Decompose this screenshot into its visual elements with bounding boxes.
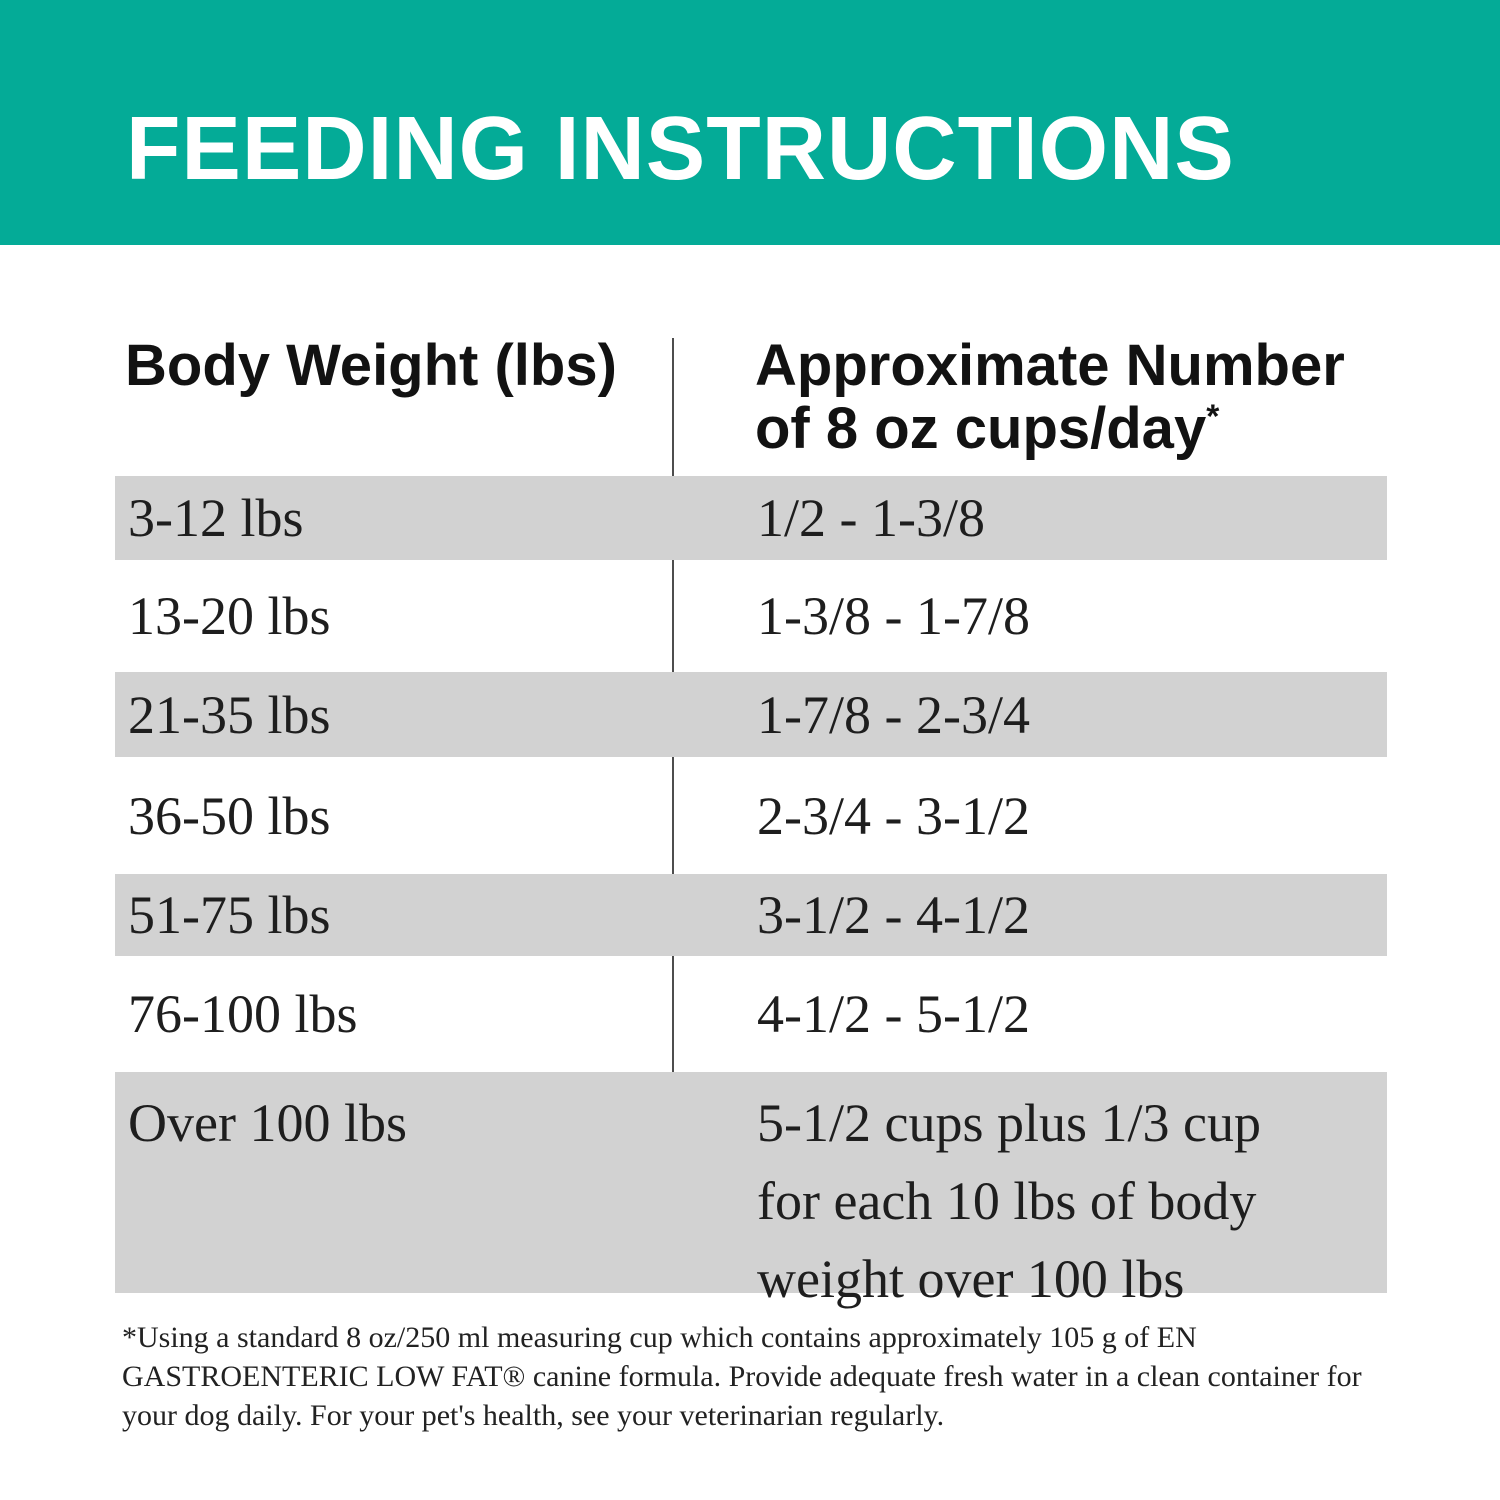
- body-weight-cell: 76-100 lbs: [128, 984, 358, 1044]
- table-row: 76-100 lbs 4-1/2 - 5-1/2: [115, 956, 1387, 1072]
- column-header-cups-line2: of 8 oz cups/day: [755, 396, 1207, 461]
- footnote-asterisk: *: [1206, 398, 1220, 436]
- footnote-text: *Using a standard 8 oz/250 ml measuring …: [122, 1321, 1362, 1432]
- cups-per-day-cell: 1-7/8 - 2-3/4: [757, 684, 1030, 745]
- table-row: 3-12 lbs 1/2 - 1-3/8: [115, 476, 1387, 560]
- table-row: Over 100 lbs 5-1/2 cups plus 1/3 cup for…: [115, 1072, 1387, 1309]
- cups-per-day-cell: 4-1/2 - 5-1/2: [757, 984, 1030, 1044]
- column-header-cups-line1: Approximate Number: [755, 333, 1345, 398]
- header-banner: FEEDING INSTRUCTIONS: [0, 0, 1500, 245]
- body-weight-cell: Over 100 lbs: [128, 1093, 407, 1153]
- cups-per-day-cell: 3-1/2 - 4-1/2: [757, 885, 1030, 945]
- table-row: 36-50 lbs 2-3/4 - 3-1/2: [115, 757, 1387, 874]
- column-header-cups-per-day: Approximate Number of 8 oz cups/day*: [755, 334, 1395, 460]
- feeding-table: 3-12 lbs 1/2 - 1-3/8 13-20 lbs 1-3/8 - 1…: [115, 476, 1387, 1309]
- cups-per-day-cell: 1/2 - 1-3/8: [757, 488, 985, 548]
- cups-per-day-cell: 5-1/2 cups plus 1/3 cup for each 10 lbs …: [757, 1093, 1261, 1309]
- cups-per-day-cell: 2-3/4 - 3-1/2: [757, 785, 1030, 846]
- body-weight-cell: 3-12 lbs: [128, 488, 304, 548]
- table-row: 51-75 lbs 3-1/2 - 4-1/2: [115, 874, 1387, 956]
- table-row: 13-20 lbs 1-3/8 - 1-7/8: [115, 560, 1387, 672]
- cups-per-day-cell: 1-3/8 - 1-7/8: [757, 586, 1030, 646]
- body-weight-cell: 51-75 lbs: [128, 885, 331, 945]
- column-header-body-weight: Body Weight (lbs): [125, 333, 617, 398]
- column-divider-line: [672, 338, 674, 1293]
- table-row: 21-35 lbs 1-7/8 - 2-3/4: [115, 672, 1387, 757]
- body-weight-cell: 21-35 lbs: [128, 684, 331, 745]
- page-title: FEEDING INSTRUCTIONS: [126, 99, 1235, 199]
- body-weight-cell: 13-20 lbs: [128, 586, 331, 646]
- body-weight-cell: 36-50 lbs: [128, 785, 331, 846]
